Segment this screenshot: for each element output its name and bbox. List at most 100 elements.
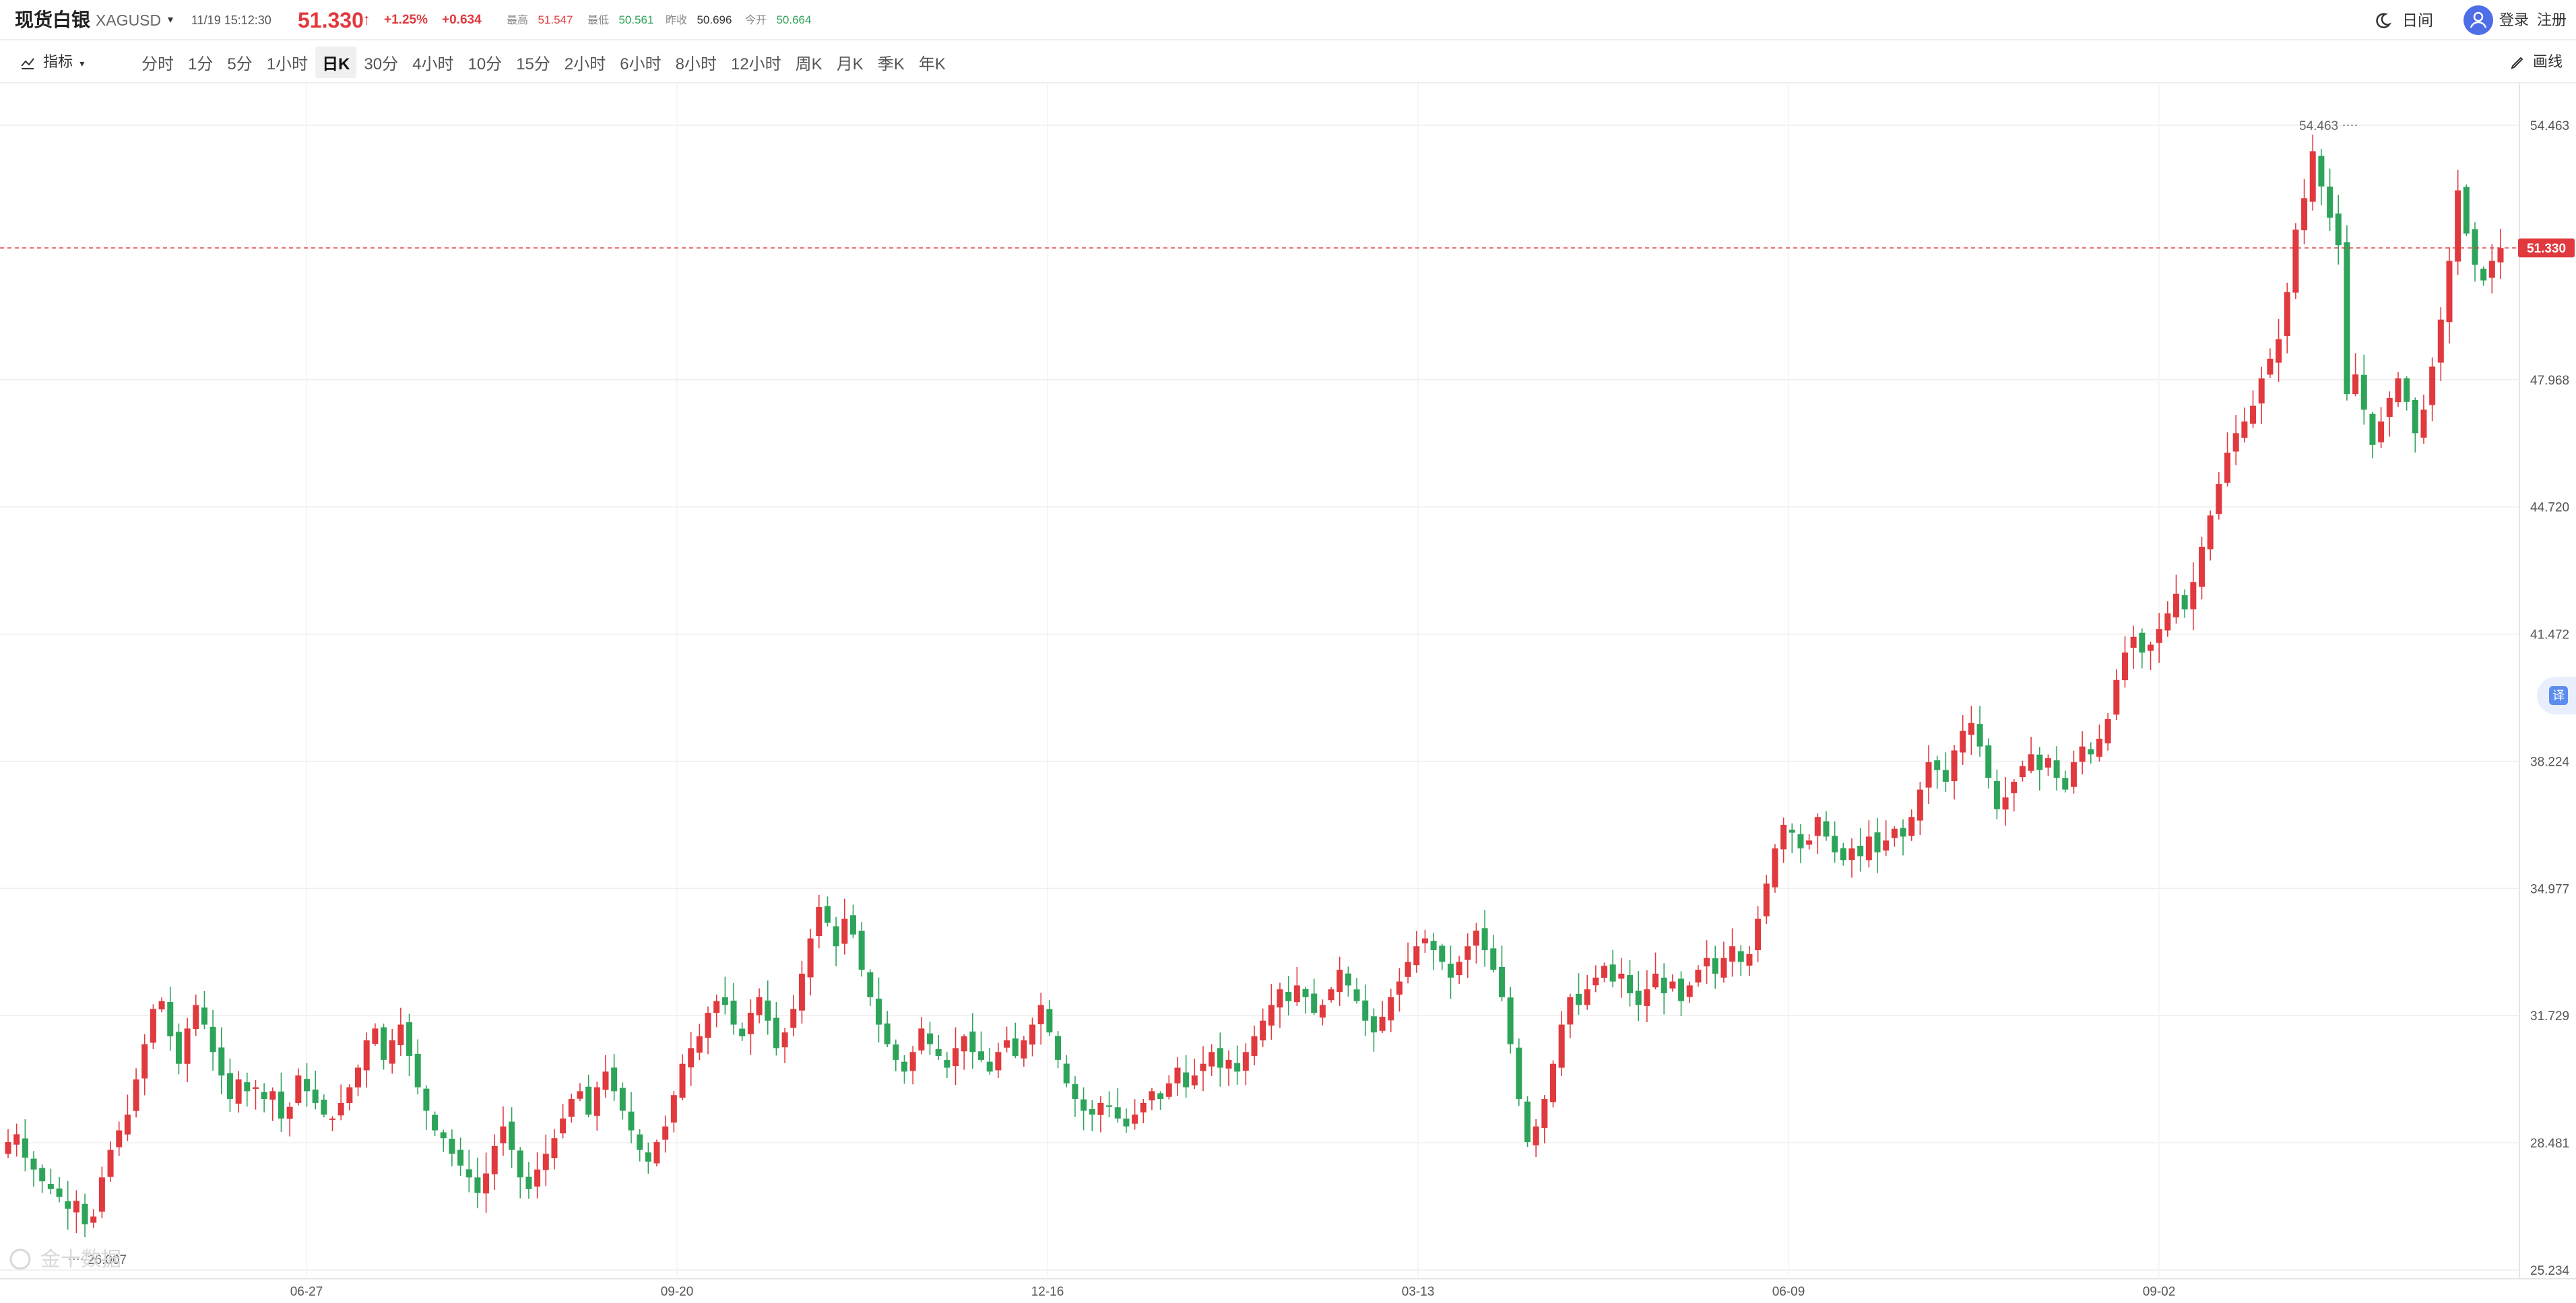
candle-body xyxy=(1695,970,1702,983)
candle-body xyxy=(500,1126,507,1143)
candle-body xyxy=(534,1169,541,1187)
candle-body xyxy=(5,1142,11,1154)
x-tick-label: 09-20 xyxy=(661,1285,694,1299)
candle-body xyxy=(2036,754,2043,770)
moon-icon[interactable] xyxy=(2374,0,2392,40)
candle-body xyxy=(1541,1099,1548,1129)
tab-period[interactable]: 5分 xyxy=(227,55,253,73)
candle-body xyxy=(2250,405,2257,424)
chevron-down-icon[interactable]: ▾ xyxy=(168,14,174,26)
tab-period[interactable]: 15分 xyxy=(516,55,550,73)
candle-body xyxy=(1046,1009,1053,1033)
tab-period[interactable]: 2小时 xyxy=(564,55,606,73)
tab-period[interactable]: 10分 xyxy=(468,55,503,73)
candle-body xyxy=(2369,413,2376,445)
tab-period[interactable]: 30分 xyxy=(364,55,399,73)
stat-open: 今开 50.664 xyxy=(745,0,811,40)
candle-body xyxy=(1337,970,1343,993)
translate-button[interactable]: 译 xyxy=(2537,677,2576,714)
candle-body xyxy=(1200,1063,1206,1071)
candle-body xyxy=(858,931,865,970)
candle-body xyxy=(773,1017,779,1048)
candle-body xyxy=(39,1168,46,1182)
symbol-selector[interactable]: XAGUSD xyxy=(96,11,162,29)
candle-body xyxy=(1311,993,1318,1013)
tab-period[interactable]: 月K xyxy=(836,55,864,73)
theme-toggle[interactable]: 日间 xyxy=(2402,11,2433,29)
candle-body xyxy=(321,1100,327,1115)
candle-body xyxy=(1678,978,1685,1001)
candle-body xyxy=(1362,1000,1369,1021)
login-link[interactable]: 登录 xyxy=(2499,11,2530,28)
stat-label: 昨收 xyxy=(666,15,688,26)
candle-body xyxy=(679,1063,686,1098)
candle-body xyxy=(926,1033,933,1044)
tab-period[interactable]: 6小时 xyxy=(620,55,662,73)
tab-period[interactable]: 分时 xyxy=(141,55,174,73)
tab-period[interactable]: 8小时 xyxy=(675,55,717,73)
tab-period[interactable]: 1分 xyxy=(188,55,214,73)
candle-body xyxy=(893,1044,899,1060)
candle-body xyxy=(2062,778,2069,790)
tab-period[interactable]: 4小时 xyxy=(412,55,454,73)
candle-body xyxy=(252,1087,259,1089)
candle-body xyxy=(875,999,882,1025)
tab-period[interactable]: 年K xyxy=(918,55,946,73)
candle-body xyxy=(662,1126,669,1140)
watermark: 金十数据 xyxy=(40,1248,121,1271)
candle-body xyxy=(432,1114,439,1131)
watermark-logo-icon xyxy=(9,1248,31,1270)
candle-body xyxy=(2429,366,2436,405)
candle-body xyxy=(1029,1024,1036,1045)
x-tick-label: 06-09 xyxy=(1772,1285,1805,1299)
tab-period[interactable]: 季K xyxy=(877,55,905,73)
candle-body xyxy=(611,1067,618,1092)
candle-body xyxy=(158,1001,165,1010)
y-tick-label: 41.472 xyxy=(2530,628,2569,642)
register-link[interactable]: 注册 xyxy=(2537,11,2567,28)
candle-body xyxy=(1413,946,1420,966)
tab-period[interactable]: 1小时 xyxy=(266,55,309,73)
candle-body xyxy=(2463,187,2470,234)
candle-body xyxy=(1823,821,1830,837)
y-tick-label: 31.729 xyxy=(2530,1009,2569,1024)
candle-body xyxy=(1260,1020,1266,1040)
candle-body xyxy=(175,1032,182,1064)
candle-body xyxy=(577,1091,583,1099)
candle-body xyxy=(1209,1052,1215,1067)
tab-period-active[interactable]: 日K xyxy=(315,46,357,78)
candle-body xyxy=(457,1149,464,1166)
candle-body xyxy=(756,997,763,1015)
candlestick-chart[interactable]: 54.463 47.968 44.720 41.472 38.224 34.977 31.7… xyxy=(0,83,2576,1303)
y-tick-label: 44.720 xyxy=(2530,501,2569,515)
candle-body xyxy=(1114,1107,1121,1119)
candle-body xyxy=(1627,975,1634,994)
candle-body xyxy=(696,1036,703,1053)
user-icon[interactable] xyxy=(2464,5,2493,35)
candle-body xyxy=(1277,989,1283,1008)
candle-body xyxy=(969,1031,976,1053)
stat-value: 50.696 xyxy=(697,13,732,26)
candle-body xyxy=(935,1048,942,1057)
stat-value: 50.664 xyxy=(776,13,812,26)
candle-body xyxy=(637,1134,643,1150)
candle-body xyxy=(721,997,728,1005)
candle-body xyxy=(2216,483,2222,514)
candle-body xyxy=(2070,762,2077,787)
candle-body xyxy=(739,1028,746,1037)
candle-body xyxy=(1865,836,1872,861)
candle-body xyxy=(995,1052,1002,1071)
candle-body xyxy=(1567,997,1574,1025)
tab-period[interactable]: 12小时 xyxy=(730,55,781,73)
candle-body xyxy=(2181,595,2188,610)
candle-body xyxy=(1951,750,1958,781)
candle-body xyxy=(2053,760,2060,778)
candle-body xyxy=(747,1013,754,1034)
indicator-label: 指标 xyxy=(43,53,73,70)
indicator-menu[interactable]: 指标 ▾ xyxy=(20,40,84,83)
draw-line-button[interactable]: 画线 xyxy=(2510,40,2563,83)
date-axis: 06-27 09-20 12-16 03-13 06-09 09-02 xyxy=(290,1285,2176,1299)
candle-body xyxy=(1576,993,1582,1005)
tab-period[interactable]: 周K xyxy=(795,55,823,73)
candle-body xyxy=(909,1052,916,1071)
